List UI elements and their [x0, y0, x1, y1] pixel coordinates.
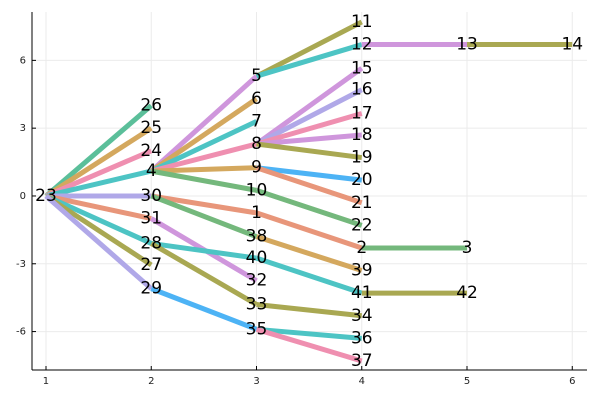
edge: [150, 119, 258, 174]
edge: [255, 87, 363, 147]
node-label: 42: [456, 283, 478, 303]
node-label: 12: [351, 35, 373, 55]
x-tick-label: 2: [148, 376, 154, 387]
edge: [44, 193, 153, 267]
edges: [44, 19, 573, 364]
edge: [149, 74, 259, 173]
edge: [150, 141, 258, 174]
node-label: 8: [251, 134, 262, 154]
node-label: 5: [251, 66, 262, 86]
edge: [149, 241, 258, 307]
edge: [45, 193, 152, 222]
edge: [44, 103, 153, 198]
node-label: 28: [140, 233, 162, 253]
edge: [256, 301, 363, 319]
edge: [255, 111, 363, 147]
edge: [255, 66, 364, 147]
node-label: 32: [246, 271, 268, 291]
y-tick-label: -6: [16, 327, 26, 338]
edge: [255, 165, 363, 206]
node-label: 39: [351, 261, 373, 281]
edge: [256, 132, 362, 147]
node-label: 14: [561, 35, 583, 55]
edge: [256, 141, 363, 161]
node-label: 41: [351, 283, 373, 303]
node-label: 9: [251, 158, 262, 178]
edge: [255, 210, 363, 251]
y-tick-label: 6: [20, 55, 26, 66]
edge: [150, 193, 257, 216]
grid: [32, 12, 587, 370]
node-label: 16: [351, 80, 373, 100]
node-label: 35: [246, 319, 268, 339]
node-label: 25: [140, 118, 162, 138]
edge: [256, 326, 362, 341]
edge: [255, 187, 363, 228]
node-label: 40: [246, 248, 268, 268]
node-label: 3: [462, 238, 473, 258]
node-label: 20: [351, 170, 373, 190]
edge: [150, 193, 258, 239]
node-label: 37: [351, 351, 373, 371]
node-label: 17: [351, 103, 373, 123]
edge: [255, 19, 363, 79]
edge: [255, 326, 363, 364]
node-label: 24: [140, 141, 162, 161]
node-label: 34: [351, 306, 373, 326]
x-tick-label: 1: [43, 376, 49, 387]
edge: [45, 148, 153, 199]
node-label: 31: [140, 209, 162, 229]
edge: [256, 165, 363, 183]
node-label: 26: [140, 96, 162, 116]
edge: [255, 255, 363, 296]
y-tick-label: 3: [20, 123, 26, 134]
node-label: 15: [351, 58, 373, 78]
edge: [150, 286, 258, 332]
node-label: 4: [146, 161, 157, 181]
node-label: 11: [351, 12, 373, 32]
node-label: 33: [246, 294, 268, 314]
node-label: 21: [351, 193, 373, 213]
edge: [44, 193, 153, 246]
node-label: 2: [356, 238, 367, 258]
node-label: 10: [246, 180, 268, 200]
node-labels: 2326252443031282729567891013840323335111…: [35, 12, 583, 371]
node-label: 23: [35, 186, 57, 206]
node-label: 7: [251, 111, 262, 131]
node-label: 6: [251, 89, 262, 109]
edge: [149, 96, 258, 174]
edge: [151, 165, 257, 174]
node-label: 22: [351, 215, 373, 235]
edge: [45, 168, 152, 199]
node-label: 13: [456, 35, 478, 55]
edge: [255, 42, 363, 79]
node-label: 1: [251, 203, 262, 223]
edge: [255, 234, 363, 273]
node-label: 29: [140, 279, 162, 299]
y-tick-label: 0: [20, 191, 26, 202]
node-label: 18: [351, 125, 373, 145]
node-label: 19: [351, 148, 373, 168]
node-label: 36: [351, 328, 373, 348]
x-tick-label: 3: [253, 376, 259, 387]
node-label: 27: [140, 255, 162, 275]
x-tick-label: 4: [359, 376, 365, 387]
edge: [150, 168, 257, 193]
edge: [150, 240, 257, 261]
node-label: 38: [246, 227, 268, 247]
edge: [44, 194, 153, 291]
x-tick-label: 5: [464, 376, 470, 387]
edge: [44, 126, 153, 199]
y-tick-label: -3: [16, 259, 26, 270]
node-label: 30: [140, 186, 162, 206]
x-tick-label: 6: [569, 376, 575, 387]
